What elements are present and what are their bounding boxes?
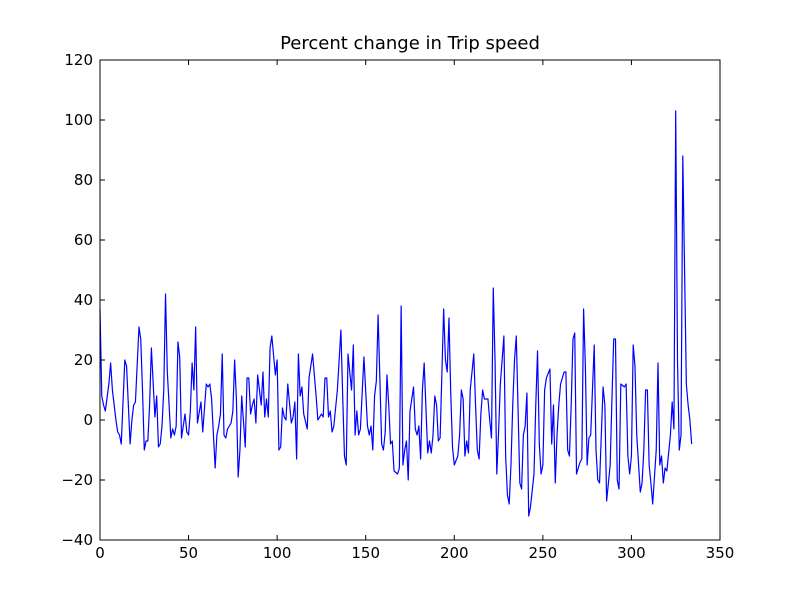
x-tick-label: 200	[440, 544, 469, 562]
x-tick-label: 350	[706, 544, 735, 562]
x-tick-label: 250	[529, 544, 558, 562]
y-tick-label: 40	[74, 291, 93, 309]
y-tick-label: 120	[64, 51, 93, 69]
y-tick-label: 0	[83, 411, 93, 429]
x-tick-label: 300	[617, 544, 646, 562]
y-tick-label: −40	[61, 531, 93, 549]
y-tick-label: 60	[74, 231, 93, 249]
data-line	[99, 110, 693, 517]
chart-title: Percent change in Trip speed	[280, 33, 540, 54]
x-tick-label: 0	[95, 544, 105, 562]
y-tick-label: 20	[74, 351, 93, 369]
y-tick-label: −20	[61, 471, 93, 489]
x-tick-label: 100	[263, 544, 292, 562]
y-tick-label: 80	[74, 171, 93, 189]
y-tick-label: 100	[64, 111, 93, 129]
x-tick-label: 150	[351, 544, 380, 562]
x-tick-label: 50	[179, 544, 198, 562]
